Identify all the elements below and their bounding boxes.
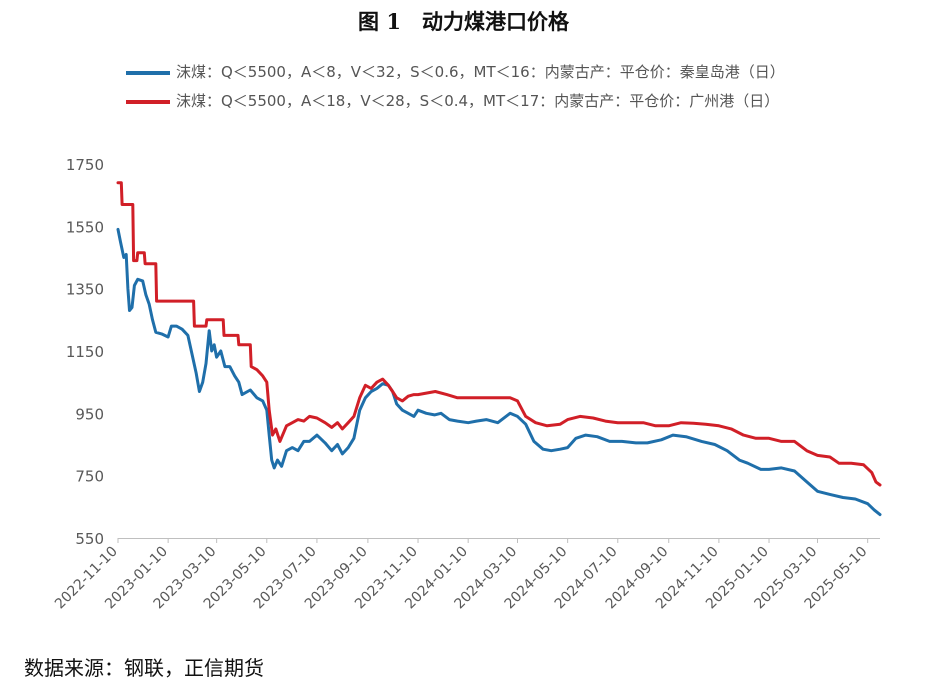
y-tick-label: 1350 bbox=[66, 281, 104, 299]
chart-legend: 沫煤：Q＜5500，A＜8，V＜32，S＜0.6，MT＜16：内蒙古产：平仓价：… bbox=[126, 62, 856, 120]
y-tick-label: 1150 bbox=[66, 343, 104, 361]
legend-item-guangzhou: 沫煤：Q＜5500，A＜18，V＜28，S＜0.4，MT＜17：内蒙古产：平仓价… bbox=[126, 91, 856, 112]
series-line-qinhuangdao bbox=[116, 227, 882, 517]
legend-swatch-blue bbox=[126, 71, 170, 75]
series-line-guangzhou bbox=[116, 181, 882, 487]
y-tick-label: 550 bbox=[75, 530, 104, 548]
y-tick-label: 1750 bbox=[66, 156, 104, 174]
legend-item-qinhuangdao: 沫煤：Q＜5500，A＜8，V＜32，S＜0.6，MT＜16：内蒙古产：平仓价：… bbox=[126, 62, 856, 83]
legend-label-guangzhou: 沫煤：Q＜5500，A＜18，V＜28，S＜0.4，MT＜17：内蒙古产：平仓价… bbox=[176, 92, 780, 110]
legend-label-qinhuangdao: 沫煤：Q＜5500，A＜8，V＜32，S＜0.6，MT＜16：内蒙古产：平仓价：… bbox=[176, 63, 785, 81]
chart-title: 图 1 动力煤港口价格 bbox=[358, 9, 569, 34]
legend-swatch-red bbox=[126, 100, 170, 104]
data-source-note: 数据来源：钢联，正信期货 bbox=[24, 656, 264, 680]
y-tick-label: 950 bbox=[75, 405, 104, 423]
y-tick-label: 750 bbox=[75, 468, 104, 486]
line-chart: 55075095011501350155017502022-11-102023-… bbox=[52, 156, 882, 612]
y-tick-label: 1550 bbox=[66, 218, 104, 236]
